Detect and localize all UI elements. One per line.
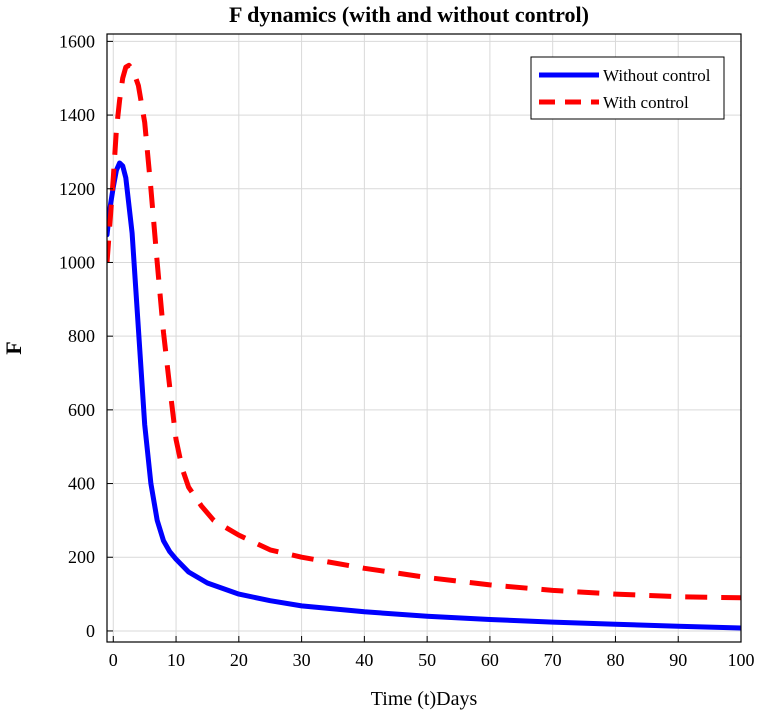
y-tick-label: 1000 [59, 252, 95, 272]
chart-title: F dynamics (with and without control) [229, 2, 589, 27]
y-tick-label: 1200 [59, 179, 95, 199]
x-axis-label: Time (t)Days [370, 688, 478, 710]
legend: Without control With control [530, 56, 725, 120]
x-tick-label: 60 [481, 650, 499, 670]
x-tick-label: 0 [109, 650, 118, 670]
y-tick-label: 1400 [59, 105, 95, 125]
series-lines [107, 62, 741, 631]
y-tick-label: 800 [68, 326, 95, 346]
y-tick-label: 400 [68, 474, 95, 494]
y-tick-label: 600 [68, 400, 95, 420]
series-line-with-control [107, 62, 741, 601]
x-tick-label: 70 [544, 650, 562, 670]
x-tick-label: 90 [669, 650, 687, 670]
grid [107, 34, 742, 642]
axes-box [106, 33, 742, 643]
x-tick-label: 100 [728, 650, 755, 670]
legend-box [530, 56, 725, 120]
tick-labels: 0 10 20 30 40 50 60 70 80 90 100020040060080010001… [59, 31, 755, 670]
series-line-without-control [107, 160, 741, 631]
legend-label: Without control [603, 66, 711, 85]
x-tick-label: 30 [293, 650, 311, 670]
x-tick-label: 20 [230, 650, 248, 670]
x-tick-label: 10 [167, 650, 185, 670]
y-tick-label: 1600 [59, 31, 95, 51]
legend-label: With control [603, 93, 689, 112]
x-tick-label: 80 [606, 650, 624, 670]
y-tick-label: 0 [86, 621, 95, 641]
x-tick-label: 40 [355, 650, 373, 670]
y-tick-label: 200 [68, 547, 95, 567]
x-tick-label: 50 [418, 650, 436, 670]
